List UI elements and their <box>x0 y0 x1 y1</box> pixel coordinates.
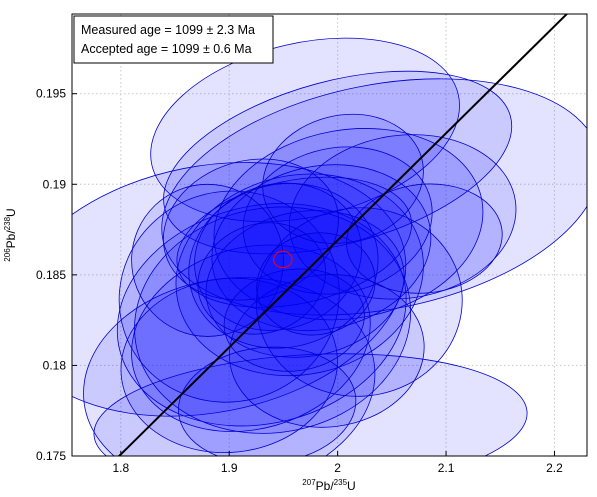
x-tick-label: 2.1 <box>438 461 455 475</box>
x-axis-label: 207Pb/235U <box>302 478 355 493</box>
y-tick-label: 0.18 <box>43 358 67 372</box>
accepted-age-label: Accepted age = 1099 ± 0.6 Ma <box>81 42 252 56</box>
concordia-line <box>117 14 569 456</box>
error-ellipse <box>150 37 460 223</box>
legend-box: Measured age = 1099 ± 2.3 Ma Accepted ag… <box>73 15 274 64</box>
x-tick-label: 2.2 <box>546 461 563 475</box>
y-tick-label: 0.175 <box>36 449 66 463</box>
error-ellipse <box>131 183 284 337</box>
error-ellipse <box>118 190 340 403</box>
measured-age-label: Measured age = 1099 ± 2.3 Ma <box>81 23 255 37</box>
error-ellipse <box>93 353 528 456</box>
error-ellipse <box>242 146 433 295</box>
error-ellipse <box>72 162 407 417</box>
error-ellipse <box>134 206 412 434</box>
plot-frame <box>71 13 588 457</box>
error-ellipse <box>163 70 513 255</box>
mean-ellipse-group <box>273 250 293 269</box>
error-ellipse <box>256 232 376 336</box>
y-tick-label: 0.185 <box>36 268 66 282</box>
y-tick-label: 0.195 <box>36 87 66 101</box>
error-ellipse <box>175 173 424 377</box>
error-ellipse <box>120 277 338 454</box>
y-axis-label: 206Pb/238U <box>3 208 18 261</box>
error-ellipse <box>229 274 425 428</box>
error-ellipse <box>262 113 424 244</box>
y-tick-label: 0.19 <box>43 177 67 191</box>
concordia-curve <box>117 14 569 456</box>
error-ellipses <box>72 37 587 456</box>
x-tick-label: 2 <box>334 461 341 475</box>
x-tick-label: 1.9 <box>221 461 238 475</box>
error-ellipse <box>162 158 339 301</box>
error-ellipse <box>223 268 365 372</box>
axis-ticks: 1.8 1.9 2 2.1 2.2 0.175 0.18 0.185 0.19 0.195 <box>36 87 563 475</box>
error-ellipse <box>346 183 503 294</box>
error-ellipse <box>176 176 413 308</box>
error-ellipse <box>178 346 357 456</box>
mean-ellipse <box>273 250 293 269</box>
error-ellipse <box>256 207 463 397</box>
x-tick-label: 1.8 <box>112 461 129 475</box>
